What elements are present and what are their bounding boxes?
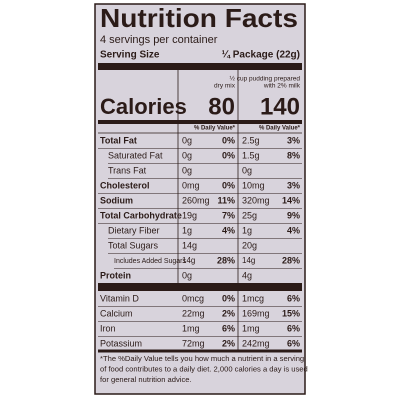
nutrient-name: Protein	[100, 270, 131, 280]
calories-value: 80	[208, 93, 235, 120]
nutrient-name: Saturated Fat	[108, 150, 163, 160]
amount: 20g	[242, 240, 257, 250]
nutrient-name: Vitamin D	[100, 293, 139, 303]
daily-value: 4%	[287, 225, 300, 235]
daily-value: 3%	[287, 180, 300, 190]
amount: 320mg	[242, 195, 270, 205]
serving-size-value: ¼ Package (22g)	[222, 50, 300, 61]
serving-size-label: Serving Size	[100, 50, 160, 61]
amount: 169mg	[242, 308, 270, 318]
amount: 14g	[242, 256, 255, 265]
amount: 72mg	[182, 338, 205, 348]
column-header: ½ cup pudding prepared	[230, 75, 301, 83]
amount: 14g	[182, 240, 197, 250]
amount: 1mg	[242, 323, 260, 333]
amount: 260mg	[182, 195, 210, 205]
nutrient-name: Total Carbohydrate	[100, 210, 182, 220]
amount: 0g	[242, 165, 252, 175]
amount: 0mg	[182, 180, 200, 190]
nutrient-name: Cholesterol	[100, 180, 150, 190]
calories-label: Calories	[100, 94, 187, 119]
daily-value: 14%	[282, 195, 300, 205]
title: Nutrition Facts	[100, 3, 298, 33]
nutrient-name: Iron	[100, 323, 116, 333]
calories-value: 140	[260, 93, 300, 120]
footnote: for general nutrition advice.	[100, 375, 192, 384]
amount: 10mg	[242, 180, 265, 190]
daily-value: 0%	[222, 293, 235, 303]
amount: 0g	[182, 135, 192, 145]
nutrient-name: Potassium	[100, 338, 142, 348]
nutrient-name: Includes Added Sugars	[114, 258, 186, 265]
servings: 4 servings per container	[100, 34, 218, 46]
amount: 0g	[182, 150, 192, 160]
amount: 25g	[242, 210, 257, 220]
daily-value-header: % Daily Value*	[259, 126, 301, 132]
nutrient-name: Total Fat	[100, 135, 137, 145]
column-header: with 2% milk	[263, 83, 301, 90]
amount: 19g	[182, 210, 197, 220]
amount: 2.5g	[242, 135, 260, 145]
amount: 1.5g	[242, 150, 260, 160]
amount: 1g	[242, 225, 252, 235]
daily-value: 6%	[287, 323, 300, 333]
nutrient-name: Calcium	[100, 308, 133, 318]
amount: 0g	[182, 270, 192, 280]
daily-value: 11%	[217, 195, 235, 205]
daily-value: 4%	[222, 225, 235, 235]
daily-value: 6%	[287, 293, 300, 303]
amount: 1mcg	[242, 293, 264, 303]
amount: 0mcg	[182, 293, 204, 303]
medium-rule	[98, 120, 302, 124]
amount: 4g	[242, 270, 252, 280]
nutrient-name: Total Sugars	[108, 240, 159, 250]
daily-value: 9%	[287, 210, 300, 220]
daily-value: 0%	[222, 135, 235, 145]
daily-value: 6%	[222, 323, 235, 333]
nutrient-name: Dietary Fiber	[108, 225, 160, 235]
footnote: *The %Daily Value tells you how much a n…	[100, 354, 304, 363]
daily-value: 6%	[287, 338, 300, 348]
nutrient-name: Trans Fat	[108, 165, 147, 175]
daily-value: 2%	[222, 308, 235, 318]
amount: 22mg	[182, 308, 205, 318]
amount: 0g	[182, 165, 192, 175]
daily-value: 3%	[287, 135, 300, 145]
column-header: dry mix	[214, 83, 236, 90]
thick-rule	[98, 283, 302, 291]
amount: 242mg	[242, 338, 270, 348]
daily-value: 7%	[222, 210, 235, 220]
thick-rule	[98, 63, 302, 70]
daily-value: 0%	[222, 150, 235, 160]
daily-value: 0%	[222, 180, 235, 190]
nutrient-name: Sodium	[100, 195, 133, 205]
footnote: of food contributes to a daily diet. 2,0…	[100, 365, 308, 374]
daily-value: 28%	[217, 255, 235, 265]
daily-value: 2%	[222, 338, 235, 348]
amount: 1g	[182, 225, 192, 235]
amount: 1mg	[182, 323, 200, 333]
daily-value: 8%	[287, 150, 300, 160]
daily-value: 15%	[282, 308, 300, 318]
daily-value-header: % Daily Value*	[194, 126, 236, 132]
daily-value: 28%	[282, 255, 300, 265]
amount: 14g	[182, 256, 195, 265]
